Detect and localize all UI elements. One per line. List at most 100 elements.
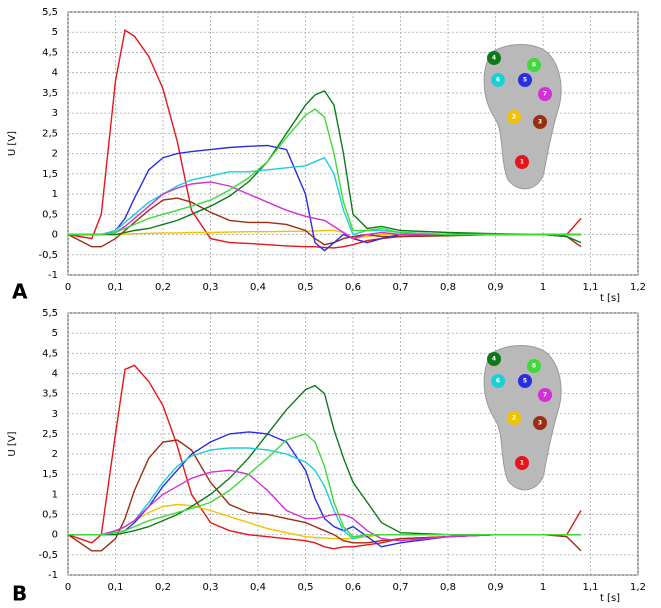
y-tick-label: 3,5 [42,88,58,99]
panel: -1 -0,5 0 0,5 1 1,5 2 2,5 3 3,5 4 4,5 5 5,5 0 0,1 0,2 0,3… [7,7,646,304]
legend-swatch [538,87,552,101]
legend-swatch [491,374,505,388]
y-tick-label: 4 [52,368,58,379]
legend-label: 2 [512,114,516,121]
x-tick-label: 0,4 [250,582,266,593]
legend-item: 2 [507,110,521,124]
series-line [68,108,581,236]
legend-item: 8 [527,359,541,373]
panel-label: B [12,582,27,605]
legend: 1 2 3 4 5 6 7 8 [483,345,562,491]
x-tick-label: 0,7 [393,582,409,593]
y-tick-label: 1 [52,489,58,500]
x-tick-label: 0,2 [155,282,171,293]
x-tick-label: 0 [65,282,71,293]
legend-item: 1 [515,456,529,470]
x-tick-label: 0,5 [298,582,314,593]
y-tick-label: -0,5 [38,550,58,561]
legend-swatch [515,456,529,470]
legend-label: 1 [520,460,524,467]
legend-swatch [487,352,501,366]
legend-item: 5 [518,374,532,388]
legend-swatch [518,73,532,87]
legend-swatch [527,58,541,72]
series-line [68,90,582,244]
legend-item: 6 [491,73,505,87]
x-tick-label: 0,9 [488,282,504,293]
y-tick-label: 2,5 [42,429,58,440]
legend-swatch [507,110,521,124]
legend-label: 3 [538,119,542,126]
x-tick-label: 0,2 [155,582,171,593]
y-tick-label: 5 [52,27,58,38]
legend-swatch [527,359,541,373]
x-tick-label: 1 [540,282,546,293]
series-line [68,433,581,538]
legend-label: 6 [496,77,500,84]
y-tick-label: 2,5 [42,128,58,139]
x-tick-label: 1,2 [630,582,646,593]
x-axis-label: t [s] [600,293,620,304]
legend-swatch [515,155,529,169]
legend-item: 7 [538,87,552,101]
legend-item: 7 [538,388,552,402]
legend-item: 4 [487,51,501,65]
x-tick-label: 0,9 [488,582,504,593]
legend-swatch [533,115,547,129]
x-tick-label: 0,3 [203,282,219,293]
y-tick-label: 4,5 [42,348,58,359]
panel: -1 -0,5 0 0,5 1 1,5 2 2,5 3 3,5 4 4,5 5 5,5 0 0,1 0,2 0,3… [7,308,646,606]
series-line [68,469,581,542]
legend-label: 2 [512,415,516,422]
legend-item: 4 [487,352,501,366]
x-tick-label: 0,8 [440,582,456,593]
x-tick-label: 0,1 [108,282,124,293]
legend-label: 5 [523,378,527,385]
x-tick-label: 0 [65,582,71,593]
legend-item: 5 [518,73,532,87]
y-tick-label: 2 [52,449,58,460]
legend-swatch [507,411,521,425]
legend-swatch [538,388,552,402]
y-tick-label: 4,5 [42,47,58,58]
x-tick-label: 1,1 [583,282,599,293]
legend-item: 2 [507,411,521,425]
panel-label: A [12,280,28,304]
y-tick-label: 1,5 [42,169,58,180]
y-tick-label: 1 [52,189,58,200]
y-tick-label: 0,5 [42,510,58,521]
legend-label: 4 [492,356,496,363]
x-tick-label: 1,2 [630,282,646,293]
series-line [67,439,582,552]
y-tick-label: 1,5 [42,469,58,480]
y-tick-label: 0,5 [42,209,58,220]
legend-label: 5 [523,77,527,84]
series-line [68,384,581,536]
y-tick-label: 0 [52,230,58,241]
x-tick-label: 0,1 [108,582,124,593]
x-tick-label: 0,7 [393,282,409,293]
y-axis-label: U [V] [7,131,18,156]
legend: 1 2 3 4 5 6 7 8 [483,44,562,190]
y-axis-label: U [V] [7,431,18,456]
legend-item: 3 [533,416,547,430]
legend-label: 7 [543,91,547,98]
x-tick-label: 0,4 [250,282,266,293]
legend-label: 8 [532,363,536,370]
legend-item: 6 [491,374,505,388]
y-tick-label: 3 [52,409,58,420]
x-tick-label: 0,3 [203,582,219,593]
x-tick-label: 1 [540,582,546,593]
series-line [68,181,581,240]
legend-swatch [533,416,547,430]
legend-swatch [487,51,501,65]
legend-label: 7 [543,392,547,399]
legend-label: 8 [532,62,536,69]
x-axis-label: t [s] [600,593,620,604]
y-tick-label: 3,5 [42,389,58,400]
legend-label: 3 [538,420,542,427]
legend-item: 3 [533,115,547,129]
y-tick-label: -1 [48,570,58,581]
y-tick-label: 4 [52,68,58,79]
y-tick-label: 5,5 [42,308,58,319]
